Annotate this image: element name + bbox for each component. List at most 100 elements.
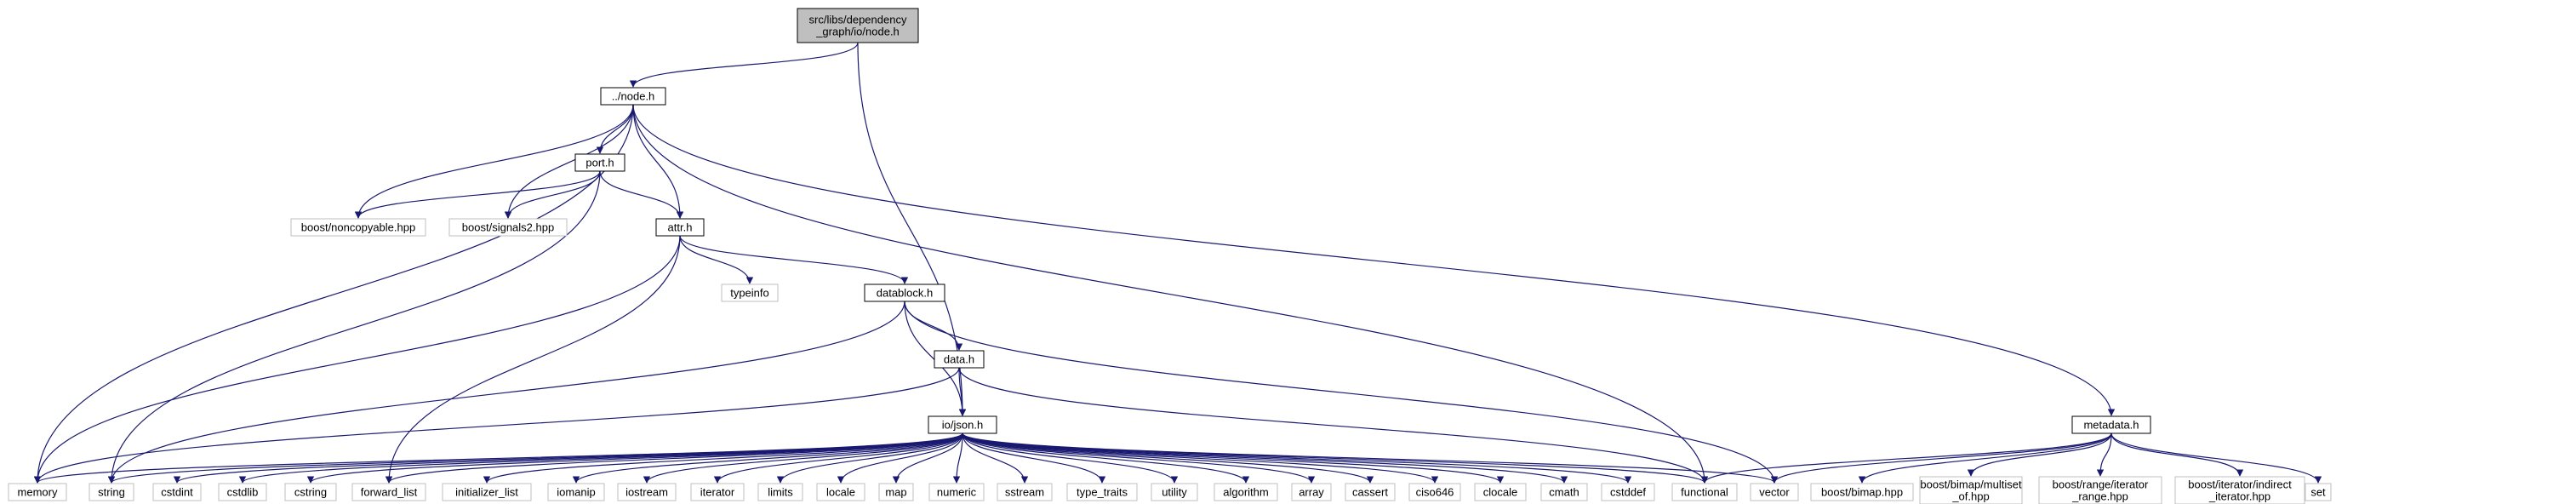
node-utility: utility	[1151, 483, 1198, 501]
node-set-box	[2305, 483, 2332, 501]
node-cassert-label-0: cassert	[1352, 486, 1388, 499]
edge-node_h-to-noncopyable	[354, 104, 634, 219]
edge-json_h-to-array	[962, 432, 1316, 484]
node-cstdint-label-0: cstdint	[161, 486, 193, 499]
node-functional-box	[1671, 483, 1738, 501]
node-memory-box	[8, 483, 67, 501]
node-cstddef-label-0: cstddef	[1610, 486, 1646, 499]
node-initializer_list-label-0: initializer_list	[455, 486, 518, 499]
node-functional-label-0: functional	[1681, 486, 1728, 499]
node-root-label-0: src/libs/dependency	[809, 14, 907, 26]
node-node_h[interactable]: ../node.h	[600, 87, 666, 106]
node-algorithm-label-0: algorithm	[1223, 486, 1268, 499]
node-datablock_h[interactable]: datablock.h	[864, 284, 945, 302]
node-cassert: cassert	[1345, 483, 1396, 501]
node-cstring-box	[284, 483, 337, 501]
edges-layer	[33, 42, 2322, 484]
node-iterator_range-label-1: _range.hpp	[2071, 490, 2128, 503]
node-vector-label-0: vector	[1759, 486, 1790, 499]
node-indirect_iterator-label-0: boost/iterator/indirect	[2188, 478, 2292, 491]
edge-data_h-to-memory	[33, 367, 960, 484]
edge-attr_h-to-memory	[33, 235, 681, 484]
node-cstring: cstring	[284, 483, 337, 501]
edge-attr_h-to-typeinfo	[679, 235, 754, 284]
edge-data_h-to-json_h	[958, 367, 967, 416]
node-map: map	[878, 483, 914, 501]
edge-metadata_h-to-indirect_iterator	[2110, 432, 2244, 477]
edge-node_h-to-memory	[33, 104, 634, 484]
node-string: string	[89, 483, 134, 501]
node-sstream: sstream	[997, 483, 1053, 501]
edge-node_h-to-signals2	[504, 104, 634, 219]
node-string-label-0: string	[98, 486, 125, 499]
node-iterator: iterator	[690, 483, 745, 501]
node-clocale-label-0: clocale	[1483, 486, 1517, 499]
node-map-box	[878, 483, 914, 501]
edge-metadata_h-to-set	[2110, 432, 2322, 484]
node-cstddef-box	[1601, 483, 1655, 501]
node-initializer_list: initializer_list	[442, 483, 532, 501]
node-metadata_h-label-0: metadata.h	[2083, 419, 2139, 432]
edge-metadata_h-to-multiset_of	[1967, 432, 2112, 477]
node-metadata_h-box	[2071, 415, 2151, 434]
node-locale-label-0: locale	[826, 486, 855, 499]
edge-json_h-to-iomanip	[572, 432, 963, 484]
node-iterator-label-0: iterator	[700, 486, 735, 499]
node-cstdint: cstdint	[152, 483, 202, 501]
node-noncopyable: boost/noncopyable.hpp	[290, 218, 426, 237]
node-numeric-box	[928, 483, 985, 501]
edge-json_h-to-iterator	[713, 432, 963, 484]
node-forward_list: forward_list	[351, 483, 426, 501]
node-bimap: boost/bimap.hpp	[1810, 483, 1914, 501]
node-ciso646-box	[1408, 483, 1461, 501]
node-root-box	[797, 8, 919, 43]
edge-json_h-to-algorithm	[962, 432, 1250, 484]
node-iterator-box	[690, 483, 745, 501]
node-type_traits-label-0: type_traits	[1077, 486, 1128, 499]
node-iterator_range-box	[2038, 476, 2162, 504]
node-ciso646-label-0: ciso646	[1416, 486, 1454, 499]
node-typeinfo-box	[721, 284, 779, 302]
node-iterator_range: boost/range/iterator_range.hpp	[2038, 476, 2162, 504]
node-cstdlib-box	[218, 483, 267, 501]
node-cstdlib-label-0: cstdlib	[227, 486, 259, 499]
node-memory: memory	[8, 483, 67, 501]
node-json_h-box	[928, 415, 997, 434]
edge-port_h-to-string	[107, 170, 601, 484]
node-bimap-label-0: boost/bimap.hpp	[1821, 486, 1903, 499]
node-json_h[interactable]: io/json.h	[928, 415, 997, 434]
edge-json_h-to-locale	[837, 432, 963, 484]
node-port_h[interactable]: port.h	[574, 153, 625, 172]
node-port_h-box	[574, 153, 625, 172]
node-limits-label-0: limits	[768, 486, 793, 499]
node-type_traits: type_traits	[1066, 483, 1138, 501]
node-functional: functional	[1671, 483, 1738, 501]
node-map-label-0: map	[885, 486, 906, 499]
node-cstdlib: cstdlib	[218, 483, 267, 501]
edge-node_h-to-metadata_h	[632, 104, 2116, 416]
node-attr_h-box	[655, 218, 705, 237]
edge-root-to-node_h	[629, 42, 859, 88]
node-type_traits-box	[1066, 483, 1138, 501]
edge-json_h-to-memory	[34, 432, 963, 484]
node-attr_h-label-0: attr.h	[668, 221, 693, 234]
node-initializer_list-box	[442, 483, 532, 501]
node-iomanip: iomanip	[547, 483, 605, 501]
node-metadata_h[interactable]: metadata.h	[2071, 415, 2151, 434]
edge-json_h-to-ciso646	[962, 432, 1439, 484]
node-data_h[interactable]: data.h	[934, 350, 985, 369]
edge-json_h-to-cstdlib	[239, 432, 963, 484]
edge-json_h-to-cmath	[962, 432, 1568, 484]
node-limits: limits	[757, 483, 803, 501]
node-attr_h[interactable]: attr.h	[655, 218, 705, 237]
node-datablock_h-label-0: datablock.h	[877, 287, 934, 300]
node-root[interactable]: src/libs/dependency_graph/io/node.h	[797, 8, 919, 43]
node-signals2-box	[448, 218, 568, 237]
node-root-label-1: _graph/io/node.h	[815, 26, 900, 38]
node-node_h-box	[600, 87, 666, 106]
edge-json_h-to-type_traits	[962, 432, 1106, 484]
edge-datablock_h-to-string	[107, 301, 905, 484]
node-indirect_iterator: boost/iterator/indirect_iterator.hpp	[2174, 476, 2305, 504]
node-forward_list-box	[351, 483, 426, 501]
edge-datablock_h-to-vector	[904, 301, 1779, 484]
